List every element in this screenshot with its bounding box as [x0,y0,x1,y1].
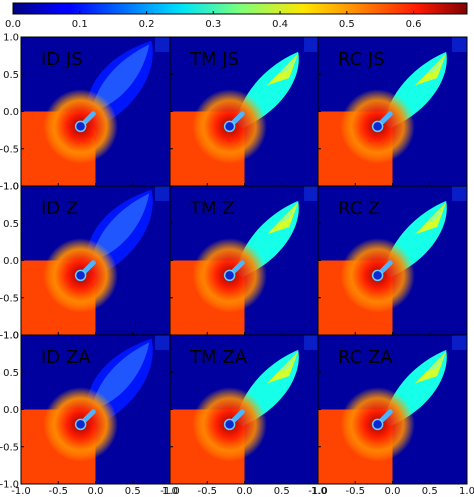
corner-region [452,335,467,350]
y-tick-label: -1.0 [0,331,19,342]
panel: TM ZA [169,334,320,485]
jet-streak [426,57,445,75]
colorbar-tick-label: 0.5 [339,19,355,30]
colorbar-tick-label: 0.2 [139,19,155,30]
jet-streak [426,206,445,224]
y-tick-label: 1.0 [3,182,19,193]
source-core [371,120,384,133]
jet-streak [266,351,299,384]
colorbar-tick-label: 0.1 [72,19,88,30]
x-tick-label: 0.0 [385,486,401,497]
source-core [371,269,384,282]
panel-label: RC ZA [338,347,393,368]
panel-label: TM JS [189,49,239,70]
source-core [74,120,87,133]
panel-label: TM Z [189,198,235,219]
y-tick-label: 0.0 [3,107,19,118]
corner-region [304,186,319,201]
x-tick-label: 1.0 [162,486,178,497]
corner-region [452,186,467,201]
corner-region [452,37,467,52]
panel: RC JS [317,36,468,187]
panel-grid: ID JS TM JS RC JS ID Z TM Z RC Z ID ZA TM ZA RC … [20,36,468,485]
jet-streak [266,53,299,86]
source-core [74,418,87,431]
source-core [223,418,236,431]
axis-labels: 1.00.50.0-0.5-1.01.00.50.0-0.5-1.01.00.5… [0,33,474,497]
colorbar-gradient [12,2,468,15]
panel: TM JS [169,36,320,187]
x-tick-label: 0.5 [274,486,290,497]
x-tick-label: 0.5 [422,486,438,497]
x-tick-label: 1.0 [311,486,327,497]
x-tick-label: -1.0 [160,486,180,497]
jet-streak [278,206,297,224]
y-tick-label: 1.0 [3,33,19,44]
y-tick-label: 1.0 [3,331,19,342]
jet-streak [278,355,297,373]
x-tick-label: 0.5 [125,486,141,497]
jet-streak [278,57,297,75]
panel-label: RC Z [338,198,380,219]
panel-label: ID ZA [41,347,91,368]
plume-core [91,342,150,410]
colorbar-tick-label: 0.6 [406,19,422,30]
jet-streak [266,202,299,235]
source-core [74,269,87,282]
x-tick-label: 0.0 [88,486,104,497]
corner-region [155,335,170,350]
x-tick-label: 1.0 [459,486,474,497]
colorbar-ticks: 0.0 0.1 0.2 0.3 0.4 0.5 0.6 [5,11,422,30]
plume-core [91,44,150,112]
jet-streak [414,351,447,384]
corner-region [155,186,170,201]
y-tick-label: 0.5 [3,368,19,379]
panel: TM Z [169,185,320,336]
source-core [223,269,236,282]
panel-label: ID JS [41,49,83,70]
colorbar-tick-label: 0.0 [5,19,21,30]
colorbar-tick-label: 0.4 [272,19,288,30]
y-tick-label: -0.5 [0,442,19,453]
y-tick-label: -0.5 [0,293,19,304]
corner-region [304,37,319,52]
x-tick-label: 0.0 [237,486,253,497]
panel: ID Z [20,185,171,336]
jet-streak [414,53,447,86]
x-tick-label: -0.5 [48,486,68,497]
y-tick-label: -1.0 [0,480,19,491]
x-tick-label: -0.5 [345,486,365,497]
colorbar-tick-label: 0.3 [205,19,221,30]
jet-streak [414,202,447,235]
panel: ID ZA [20,334,171,485]
panel: ID JS [20,36,171,187]
y-tick-label: 0.5 [3,219,19,230]
x-tick-label: -1.0 [308,486,328,497]
x-tick-label: -1.0 [11,486,31,497]
plume-core [91,193,150,261]
y-tick-label: -0.5 [0,144,19,155]
source-core [223,120,236,133]
y-tick-label: -1.0 [0,182,19,193]
panel-label: ID Z [41,198,78,219]
x-tick-label: -0.5 [197,486,217,497]
y-tick-label: 0.0 [3,405,19,416]
y-tick-label: 0.0 [3,256,19,267]
corner-region [304,335,319,350]
corner-region [155,37,170,52]
y-tick-label: 0.5 [3,70,19,81]
panel: RC ZA [317,334,468,485]
panel-label: RC JS [338,49,385,70]
jet-streak [426,355,445,373]
panel: RC Z [317,185,468,336]
panel-label: TM ZA [189,347,248,368]
colorbar: 0.0 0.1 0.2 0.3 0.4 0.5 0.6 [5,2,468,30]
source-core [371,418,384,431]
